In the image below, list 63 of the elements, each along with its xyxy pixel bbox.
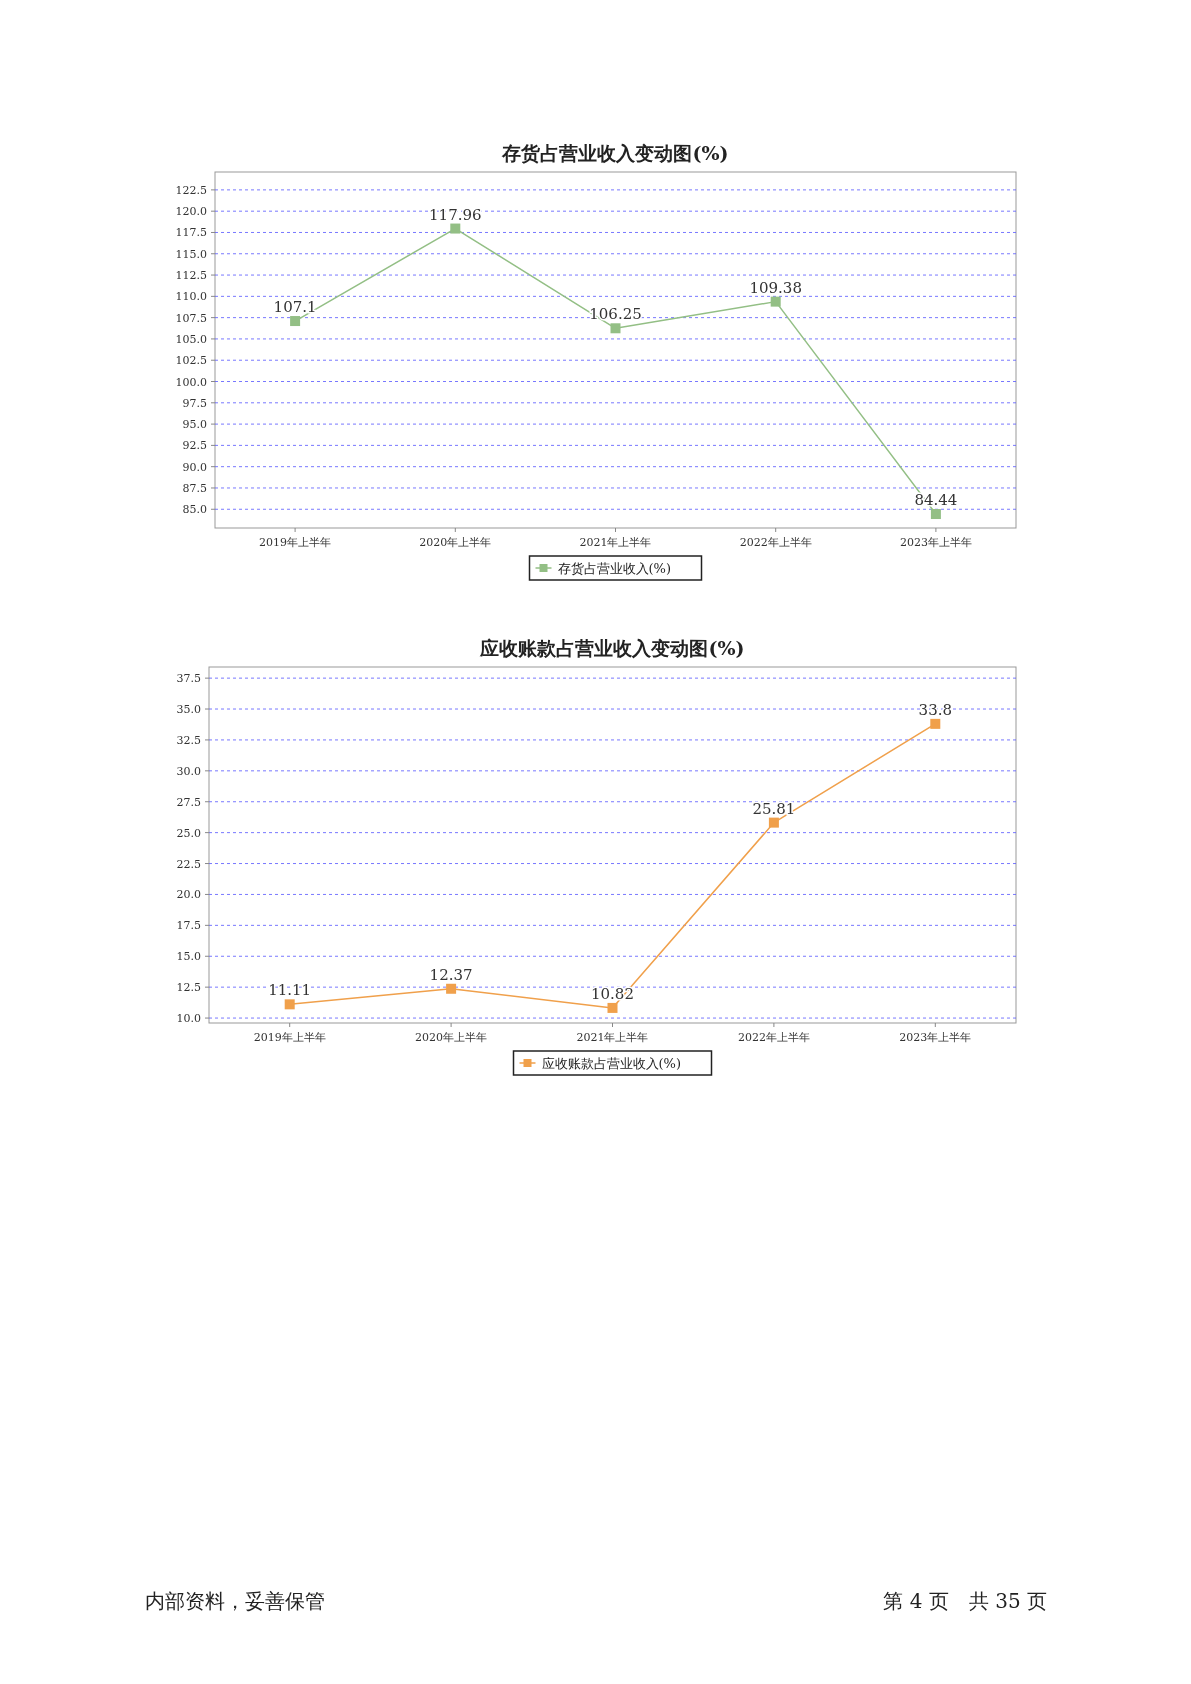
point [930,509,941,520]
point [290,316,301,327]
x-tick-label: 2023年上半年 [899,1031,972,1044]
y-tick-label: 20.0 [176,888,201,902]
x-tick-label: 2019年上半年 [259,536,332,549]
point [607,1002,618,1013]
y-tick-label: 37.5 [176,672,201,686]
data-label: 117.96 [429,205,482,224]
y-tick-label: 87.5 [182,481,207,495]
text: 内部资料，妥善保管 [145,1589,325,1613]
y-tick-label: 85.0 [182,503,207,517]
y-tick-label: 97.5 [182,396,207,410]
y-tick-label: 100.0 [175,375,207,389]
y-tick-label: 92.5 [182,439,207,453]
y-tick-label: 35.0 [176,703,201,717]
y-tick-label: 95.0 [182,418,207,432]
y-tick-label: 10.0 [176,1012,201,1026]
y-tick-label: 105.0 [175,332,207,346]
data-label: 107.1 [273,298,317,317]
y-tick-label: 102.5 [175,354,207,368]
y-tick-label: 110.0 [175,290,207,304]
x-tick-label: 2019年上半年 [253,1031,326,1044]
y-tick-label: 17.5 [176,919,201,933]
legend-label: 应收账款占营业收入(%) [541,1056,681,1071]
data-label: 33.8 [918,700,952,719]
x-tick-label: 2022年上半年 [739,536,812,549]
text: 第 4 页 共 35 页 [883,1589,1047,1613]
data-label: 11.11 [268,981,312,1000]
point [284,999,295,1010]
data-label: 12.37 [429,965,473,984]
y-tick-label: 122.5 [175,183,207,197]
x-tick-label: 2021年上半年 [579,536,652,549]
x-tick-label: 2020年上半年 [419,536,492,549]
chart-title: 应收账款占营业收入变动图(%) [479,637,745,659]
y-tick-label: 12.5 [176,981,201,995]
y-tick-label: 15.0 [176,950,201,964]
point [446,983,457,994]
y-tick-label: 115.0 [175,247,207,261]
y-tick-label: 120.0 [175,205,207,219]
x-tick-label: 2021年上半年 [576,1031,649,1044]
data-label: 25.81 [752,799,796,818]
y-tick-label: 25.0 [176,826,201,840]
point [770,296,781,307]
data-label: 84.44 [914,491,958,510]
x-tick-label: 2022年上半年 [737,1031,810,1044]
y-tick-label: 117.5 [175,226,207,240]
y-tick-label: 90.0 [182,460,207,474]
y-tick-label: 27.5 [176,795,201,809]
chart-title: 存货占营业收入变动图(%) [501,142,729,164]
data-label: 106.25 [589,305,642,324]
legend-label: 存货占营业收入(%) [557,561,671,576]
y-tick-label: 107.5 [175,311,207,325]
y-tick-label: 112.5 [175,269,207,283]
point [930,718,941,729]
point [768,817,779,828]
point [610,323,621,334]
y-tick-label: 30.0 [176,764,201,778]
point [450,223,461,234]
y-tick-label: 22.5 [176,857,201,871]
data-label: 109.38 [749,278,802,297]
x-tick-label: 2023年上半年 [899,536,972,549]
x-tick-label: 2020年上半年 [415,1031,488,1044]
y-tick-label: 32.5 [176,733,201,747]
